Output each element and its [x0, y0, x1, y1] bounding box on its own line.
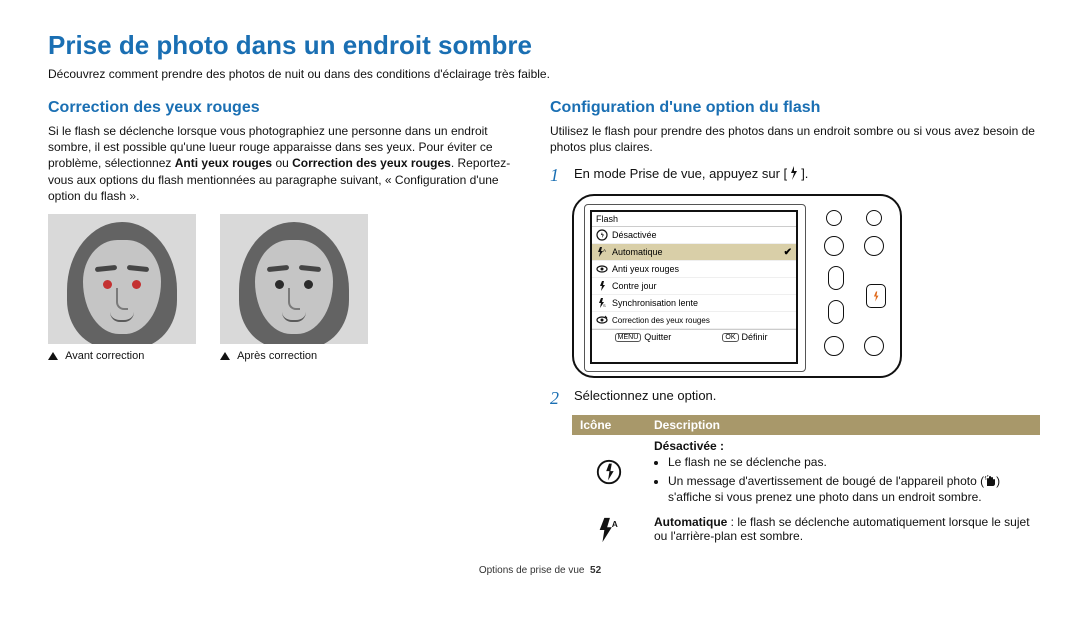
step-number-1: 1	[550, 165, 566, 186]
right-intro: Utilisez le flash pour prendre des photo…	[550, 123, 1040, 155]
left-paragraph: Si le flash se déclenche lorsque vous ph…	[48, 123, 514, 204]
row1-li1: Le flash ne se déclenche pas.	[668, 455, 1032, 471]
camera-illustration: Flash Désactivée A Automatique ✔ An	[572, 194, 902, 378]
triangle-up-icon	[48, 352, 58, 360]
page-title: Prise de photo dans un endroit sombre	[48, 30, 1032, 61]
face-before	[48, 214, 196, 344]
row1-title: Désactivée :	[654, 439, 724, 453]
redeye-icon	[596, 263, 608, 275]
flash-auto-icon: A	[596, 246, 608, 258]
flash-hw-button	[866, 284, 886, 308]
step1-text-b: ].	[801, 166, 808, 181]
left-p-b: ou	[272, 156, 292, 170]
hw-button	[864, 336, 884, 356]
menu-pill: MENU	[615, 333, 642, 342]
menu-item-label: Correction des yeux rouges	[612, 316, 710, 325]
check-icon: ✔	[784, 247, 792, 258]
menu-item-disabled: Désactivée	[592, 227, 796, 244]
step1-text-a: En mode Prise de vue, appuyez sur [	[574, 166, 787, 181]
shake-icon	[984, 473, 996, 487]
step2-text: Sélectionnez une option.	[574, 388, 716, 403]
th-desc: Description	[646, 415, 1040, 435]
flash-fill-icon	[596, 280, 608, 292]
camera-screen: Flash Désactivée A Automatique ✔ An	[590, 210, 798, 364]
hw-dpad	[828, 266, 844, 290]
menu-item-label: Désactivée	[612, 230, 657, 240]
led-icon	[826, 210, 842, 226]
hw-button	[824, 236, 844, 256]
flash-off-icon	[596, 229, 608, 241]
face-comparison: Avant correction Après correction	[48, 214, 514, 362]
row2-title: Automatique	[654, 515, 727, 529]
hw-button	[864, 236, 884, 256]
hw-button	[866, 210, 882, 226]
hw-button	[824, 336, 844, 356]
menu-item-label: Contre jour	[612, 281, 657, 291]
menu-item-redeye: Anti yeux rouges	[592, 261, 796, 278]
ok-pill: OK	[722, 333, 738, 342]
caption-before: Avant correction	[65, 350, 144, 362]
bold-anti: Anti yeux rouges	[175, 156, 272, 170]
hw-dpad	[828, 300, 844, 324]
flash-off-large-icon	[594, 457, 624, 487]
triangle-up-icon	[220, 352, 230, 360]
options-table: Icône Description Désactivée : Le flash …	[572, 415, 1040, 551]
page-footer: Options de prise de vue 52	[48, 565, 1032, 576]
menu-item-label: Automatique	[612, 247, 663, 257]
menu-item-slowsync: S Synchronisation lente	[592, 295, 796, 312]
caption-after: Après correction	[237, 350, 317, 362]
bold-correction: Correction des yeux rouges	[292, 156, 451, 170]
quit-label: Quitter	[644, 332, 671, 342]
menu-item-backlight: Contre jour	[592, 278, 796, 295]
menu-item-auto: A Automatique ✔	[592, 244, 796, 261]
set-label: Définir	[742, 332, 768, 342]
row1-li2a: Un message d'avertissement de bougé de l…	[668, 474, 984, 488]
page-intro: Découvrez comment prendre des photos de …	[48, 67, 1032, 81]
menu-item-redeye-fix: Correction des yeux rouges	[592, 312, 796, 329]
face-after	[220, 214, 368, 344]
right-heading: Configuration d'une option du flash	[550, 99, 1040, 117]
redeye-fix-icon	[596, 314, 608, 326]
flash-auto-large-icon: A	[594, 515, 624, 545]
menu-title: Flash	[592, 212, 796, 227]
svg-text:A: A	[603, 248, 606, 253]
menu-item-label: Synchronisation lente	[612, 298, 698, 308]
svg-text:A: A	[612, 519, 618, 529]
svg-text:S: S	[603, 303, 606, 308]
slowsync-icon: S	[596, 297, 608, 309]
footer-page: 52	[590, 565, 601, 576]
step-number-2: 2	[550, 388, 566, 409]
th-icon: Icône	[572, 415, 646, 435]
menu-item-label: Anti yeux rouges	[612, 264, 679, 274]
flash-icon	[787, 165, 801, 181]
left-heading: Correction des yeux rouges	[48, 99, 514, 117]
footer-label: Options de prise de vue	[479, 565, 585, 576]
